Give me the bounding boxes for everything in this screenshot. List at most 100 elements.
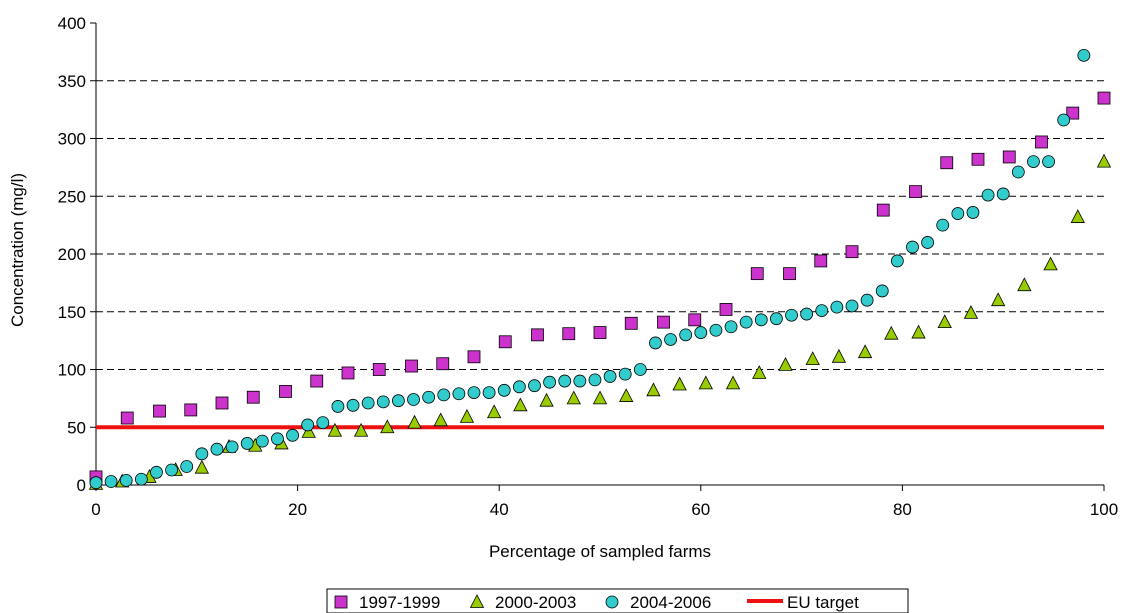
data-point-circle [452,387,466,401]
y-tick-label: 250 [58,187,86,206]
data-point-circle [376,395,390,409]
data-point-square [246,390,260,404]
data-point-circle [1077,48,1091,62]
data-point-square [971,152,985,166]
data-point-triangle [911,324,926,339]
data-point-square [940,156,954,170]
data-point-square [436,357,450,371]
data-point-circle [906,240,919,254]
y-tick-label: 300 [58,130,86,149]
data-point-circle [195,447,209,461]
data-point-square [688,313,702,327]
data-point-circle [603,370,617,383]
data-point-circle [724,320,738,334]
data-point-circle [815,304,829,317]
data-point-circle [739,315,753,329]
data-point-triangle [1043,256,1058,271]
data-point-circle [240,437,254,450]
data-point-circle [316,416,330,430]
x-axis-title: Percentage of sampled farms [489,542,711,561]
data-point-triangle [937,314,952,329]
y-tick-label: 350 [58,72,86,91]
y-tick-label: 100 [58,361,86,380]
series-1997-1999 [89,91,1111,484]
data-point-circle [951,207,965,220]
data-point-square [783,267,796,281]
data-point-circle [150,465,163,479]
data-point-square [405,359,418,373]
data-point-circle [633,363,647,376]
data-point-circle [966,206,980,219]
data-point-circle [391,394,405,408]
data-point-square [624,316,638,330]
x-tick-label: 60 [691,500,710,519]
data-point-triangle [1096,153,1112,168]
data-point-triangle [539,392,554,407]
data-point-circle [543,375,556,389]
tick-labels: 0 50 100 150 200 250 300 350 400 0 20 40 60 80 100 [58,14,1119,519]
axes [90,22,1105,491]
data-point-triangle [513,397,528,412]
data-point-circle [331,400,345,413]
data-point-triangle [1017,277,1032,292]
data-point-circle [119,473,133,487]
data-point-circle [512,380,526,394]
data-point-triangle [698,375,713,390]
data-point-square [184,403,198,417]
data-point-circle [134,472,148,486]
data-point-circle [437,388,451,402]
data-point-circle [860,293,874,307]
data-point-square [120,411,134,425]
data-point-square [341,366,355,380]
data-point-triangle [327,422,343,437]
data-point-circle [346,398,360,412]
data-point-circle [225,440,239,454]
data-point-circle [361,396,375,410]
data-point-circle [890,254,904,268]
x-tick-label: 20 [288,500,307,519]
data-point-square [531,328,544,342]
data-point-triangle [619,388,634,402]
data-point-circle [649,336,662,350]
series-2004-2006 [89,48,1091,490]
data-point-square [1002,150,1016,164]
data-point-circle [1057,113,1071,127]
data-point-circle [694,326,708,339]
data-point-circle [588,373,602,387]
data-point-triangle [487,404,502,419]
y-tick-label: 150 [58,303,86,322]
data-point-square [562,327,576,341]
data-point-circle [422,390,436,404]
data-point-circle [1027,155,1040,169]
data-point-circle [936,218,950,232]
y-tick-label: 400 [58,14,86,33]
data-point-triangle [831,348,847,363]
data-point-square [814,254,828,268]
data-point-circle [1011,165,1025,179]
data-point-circle [709,323,723,337]
y-tick-label: 200 [58,245,86,264]
data-point-circle [271,432,284,446]
data-point-square [215,396,229,410]
data-point-triangle [672,376,687,391]
data-point-triangle [433,412,448,427]
data-points [88,48,1112,490]
gridlines [96,80,1104,428]
data-point-circle [255,434,269,448]
data-point-circle [921,236,934,249]
data-point-square [657,315,670,329]
data-point-square [750,267,764,281]
data-point-triangle [752,365,767,379]
data-point-circle [875,284,889,298]
data-point-circle [528,379,541,393]
data-point-circle [996,187,1010,201]
data-point-square [153,404,166,418]
data-point-triangle [805,351,820,366]
data-point-circle [754,313,768,327]
data-point-triangle [353,422,369,437]
data-point-circle [679,328,693,342]
data-point-square [467,350,481,364]
data-point-triangle [963,305,979,319]
y-axis-title: Concentration (mg/l) [8,173,27,327]
data-point-triangle [566,390,581,405]
